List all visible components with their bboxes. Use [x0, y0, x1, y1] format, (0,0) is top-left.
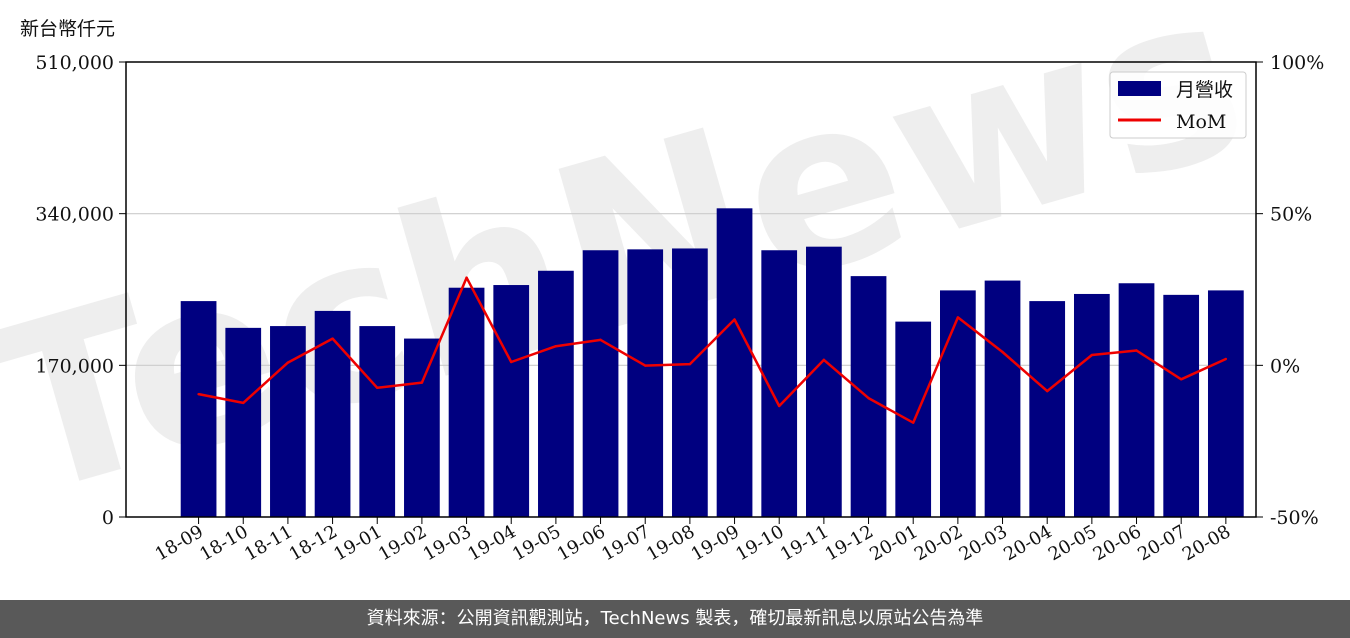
mom-point-19-03: [465, 276, 468, 279]
bar-19-11: [806, 246, 842, 518]
left-tick-label: 340,000: [35, 204, 114, 226]
bar-19-06: [582, 250, 619, 517]
x-tick-label: 18-11: [241, 521, 296, 565]
x-tick-label: 19-04: [464, 521, 519, 565]
bar-series: [180, 208, 1244, 518]
bar-18-10: [225, 327, 262, 517]
mom-point-20-08: [1224, 357, 1228, 361]
mom-point-19-10: [778, 404, 781, 408]
x-tick-label: 19-01: [330, 521, 385, 565]
right-tick-label: 100%: [1270, 52, 1324, 74]
mom-point-18-11: [286, 361, 290, 364]
mom-point-18-10: [242, 401, 245, 405]
mom-point-18-09: [197, 392, 200, 396]
left-axis: 0 170,000 340,000 510,000: [35, 52, 126, 529]
bar-20-08: [1207, 290, 1244, 517]
legend-bar-swatch: [1118, 81, 1161, 96]
mom-point-20-05: [1090, 353, 1094, 357]
mom-line: [198, 276, 1227, 424]
source-footer: 資料來源：公開資訊觀測站，TechNews 製表，確切最新訊息以原站公告為準: [0, 600, 1350, 638]
x-tick-label: 20-04: [1000, 521, 1055, 565]
legend-label-revenue: 月營收: [1176, 79, 1233, 101]
right-tick-label: 0%: [1270, 355, 1300, 377]
right-axis: -50% 0% 50% 100%: [1256, 52, 1324, 529]
x-tick-label: 20-07: [1134, 521, 1189, 565]
x-tick-label: 19-03: [420, 521, 475, 565]
bar-20-03: [984, 280, 1021, 517]
bar-19-05: [538, 270, 574, 517]
x-tick-label: 19-06: [554, 521, 609, 565]
x-tick-label: 20-08: [1179, 521, 1234, 565]
mom-point-20-07: [1179, 378, 1183, 381]
right-tick-label: -50%: [1270, 507, 1319, 529]
mom-point-19-02: [420, 381, 424, 384]
bar-19-07: [627, 249, 664, 517]
mom-point-20-04: [1045, 389, 1049, 393]
bar-19-04: [493, 285, 530, 517]
bar-20-04: [1029, 301, 1066, 517]
mom-point-19-04: [510, 360, 513, 364]
mom-point-19-08: [688, 362, 692, 366]
x-tick-label: 18-12: [286, 521, 341, 565]
mom-point-19-11: [822, 358, 826, 362]
x-tick-label: 20-05: [1045, 521, 1100, 565]
left-tick-label: 510,000: [35, 52, 114, 74]
left-tick-label: 0: [102, 507, 114, 529]
x-tick-label: 19-12: [822, 521, 877, 565]
bar-20-06: [1118, 283, 1155, 517]
x-axis: 18-0918-1018-1118-1219-0119-0219-0319-04…: [152, 517, 1234, 565]
x-tick-label: 19-05: [509, 521, 564, 565]
mom-point-19-01: [376, 386, 379, 389]
mom-point-18-12: [331, 337, 334, 340]
bar-18-11: [270, 326, 306, 517]
bar-18-09: [180, 301, 217, 517]
mom-point-20-02: [956, 316, 960, 319]
mom-point-20-01: [912, 421, 915, 424]
x-tick-label: 19-09: [688, 521, 743, 565]
mom-line-series: [197, 276, 1228, 424]
bar-19-02: [404, 338, 440, 517]
x-tick-label: 19-10: [732, 521, 787, 565]
bar-19-08: [672, 248, 708, 517]
x-tick-label: 19-02: [375, 521, 430, 565]
bar-18-12: [314, 310, 351, 517]
legend-label-mom: MoM: [1176, 111, 1226, 133]
bar-20-02: [940, 290, 976, 517]
mom-point-19-12: [867, 396, 870, 400]
x-tick-label: 20-03: [956, 521, 1011, 565]
x-tick-label: 19-07: [598, 521, 653, 565]
mom-point-20-03: [1001, 350, 1004, 354]
bar-19-03: [448, 287, 485, 517]
plot-frame: [125, 61, 1257, 518]
left-tick-label: 170,000: [35, 355, 114, 377]
mom-point-20-06: [1135, 349, 1138, 352]
y-axis-unit-label: 新台幣仟元: [20, 18, 116, 40]
bar-20-07: [1163, 294, 1200, 517]
legend: 月營收 MoM: [1109, 71, 1247, 139]
bar-20-01: [895, 321, 932, 517]
mom-point-19-07: [644, 364, 647, 367]
bar-20-05: [1073, 293, 1110, 517]
bar-19-01: [359, 326, 396, 517]
bar-19-09: [716, 208, 753, 517]
right-tick-label: 50%: [1270, 204, 1312, 226]
x-tick-label: 20-02: [911, 521, 966, 565]
x-tick-label: 18-10: [196, 521, 251, 565]
x-tick-label: 19-11: [777, 521, 832, 565]
x-tick-label: 20-01: [866, 521, 921, 565]
mom-point-19-05: [554, 345, 558, 348]
mom-point-19-06: [599, 338, 602, 342]
x-tick-label: 20-06: [1090, 521, 1145, 565]
mom-point-19-09: [733, 318, 736, 321]
x-tick-label: 19-08: [643, 521, 698, 565]
x-tick-label: 18-09: [152, 521, 207, 565]
